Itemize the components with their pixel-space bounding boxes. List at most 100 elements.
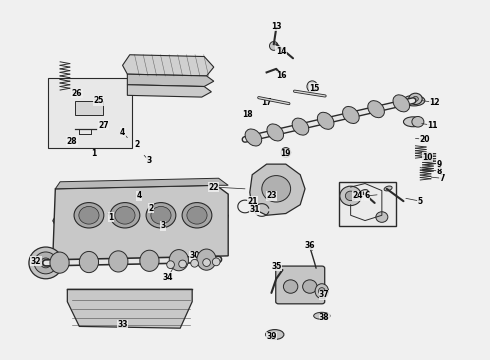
Ellipse shape — [41, 258, 51, 268]
Text: 28: 28 — [67, 137, 77, 146]
Ellipse shape — [179, 260, 186, 268]
Text: 12: 12 — [429, 98, 440, 107]
Ellipse shape — [267, 124, 284, 141]
Ellipse shape — [403, 117, 423, 127]
Text: 15: 15 — [310, 84, 320, 93]
Ellipse shape — [84, 210, 104, 224]
Ellipse shape — [266, 330, 284, 339]
Text: 20: 20 — [420, 135, 430, 144]
Ellipse shape — [307, 81, 318, 92]
Ellipse shape — [212, 258, 220, 266]
Text: 11: 11 — [427, 121, 438, 130]
Text: 38: 38 — [319, 313, 330, 322]
Text: 8: 8 — [437, 167, 442, 176]
Bar — [339, 182, 396, 226]
Text: 37: 37 — [319, 290, 330, 299]
Ellipse shape — [384, 186, 392, 191]
Text: 22: 22 — [209, 183, 219, 192]
Text: 30: 30 — [189, 251, 200, 260]
Polygon shape — [53, 221, 226, 231]
Ellipse shape — [360, 190, 368, 194]
Ellipse shape — [245, 129, 262, 146]
Text: 24: 24 — [353, 192, 363, 201]
Ellipse shape — [197, 249, 216, 270]
Text: 2: 2 — [134, 140, 140, 149]
Text: 21: 21 — [247, 197, 257, 206]
Ellipse shape — [368, 101, 384, 118]
Polygon shape — [53, 205, 228, 231]
Ellipse shape — [283, 280, 298, 293]
Text: 6: 6 — [365, 192, 370, 201]
Text: 5: 5 — [417, 197, 423, 206]
Text: 1: 1 — [91, 149, 97, 158]
Ellipse shape — [151, 207, 171, 224]
Text: 18: 18 — [242, 110, 253, 119]
Ellipse shape — [74, 203, 104, 228]
Ellipse shape — [115, 207, 135, 224]
Polygon shape — [127, 74, 214, 86]
Ellipse shape — [314, 312, 330, 319]
Text: 27: 27 — [98, 121, 109, 130]
Text: 19: 19 — [281, 149, 291, 158]
Text: 13: 13 — [271, 22, 281, 31]
Text: 3: 3 — [161, 221, 166, 230]
Ellipse shape — [79, 251, 98, 273]
Ellipse shape — [110, 203, 140, 228]
Polygon shape — [55, 178, 228, 189]
Text: 1: 1 — [108, 212, 113, 221]
Text: 7: 7 — [439, 174, 444, 183]
Ellipse shape — [412, 117, 424, 127]
Polygon shape — [250, 164, 305, 215]
Ellipse shape — [270, 41, 278, 50]
Ellipse shape — [340, 186, 362, 206]
Text: 4: 4 — [120, 128, 125, 137]
Text: 3: 3 — [147, 156, 151, 165]
Ellipse shape — [167, 261, 174, 269]
Text: 9: 9 — [437, 159, 442, 168]
Ellipse shape — [191, 259, 198, 267]
Text: 4: 4 — [137, 192, 142, 201]
Ellipse shape — [345, 191, 356, 201]
Ellipse shape — [303, 280, 317, 293]
Ellipse shape — [393, 95, 410, 112]
Bar — [74, 100, 103, 115]
Text: 34: 34 — [163, 273, 173, 282]
Ellipse shape — [315, 284, 329, 298]
Text: 35: 35 — [271, 262, 281, 271]
Text: 26: 26 — [72, 89, 82, 98]
Text: 16: 16 — [276, 71, 286, 80]
Ellipse shape — [409, 93, 422, 104]
Text: 29: 29 — [170, 258, 181, 267]
Ellipse shape — [34, 252, 57, 274]
Ellipse shape — [79, 207, 99, 224]
Text: 36: 36 — [305, 241, 315, 250]
Text: 23: 23 — [266, 192, 277, 201]
Ellipse shape — [182, 203, 212, 228]
Polygon shape — [127, 85, 211, 97]
FancyBboxPatch shape — [276, 266, 325, 304]
Ellipse shape — [203, 259, 210, 266]
Ellipse shape — [292, 118, 309, 135]
Ellipse shape — [140, 250, 159, 271]
Ellipse shape — [262, 176, 291, 202]
Text: 32: 32 — [31, 257, 41, 266]
Ellipse shape — [187, 207, 207, 224]
Polygon shape — [67, 289, 192, 328]
Ellipse shape — [281, 148, 291, 157]
Ellipse shape — [376, 212, 388, 222]
Ellipse shape — [117, 210, 137, 224]
Ellipse shape — [169, 249, 189, 271]
Text: 10: 10 — [422, 153, 433, 162]
Text: 25: 25 — [94, 96, 104, 105]
Ellipse shape — [413, 96, 418, 101]
Ellipse shape — [146, 203, 176, 228]
Text: 39: 39 — [266, 333, 277, 342]
Text: 33: 33 — [117, 320, 128, 329]
Ellipse shape — [318, 112, 334, 129]
Text: 31: 31 — [249, 206, 260, 215]
Bar — [48, 78, 132, 148]
Ellipse shape — [343, 107, 359, 123]
Ellipse shape — [151, 210, 171, 224]
Text: 17: 17 — [261, 98, 272, 107]
Ellipse shape — [318, 288, 325, 294]
